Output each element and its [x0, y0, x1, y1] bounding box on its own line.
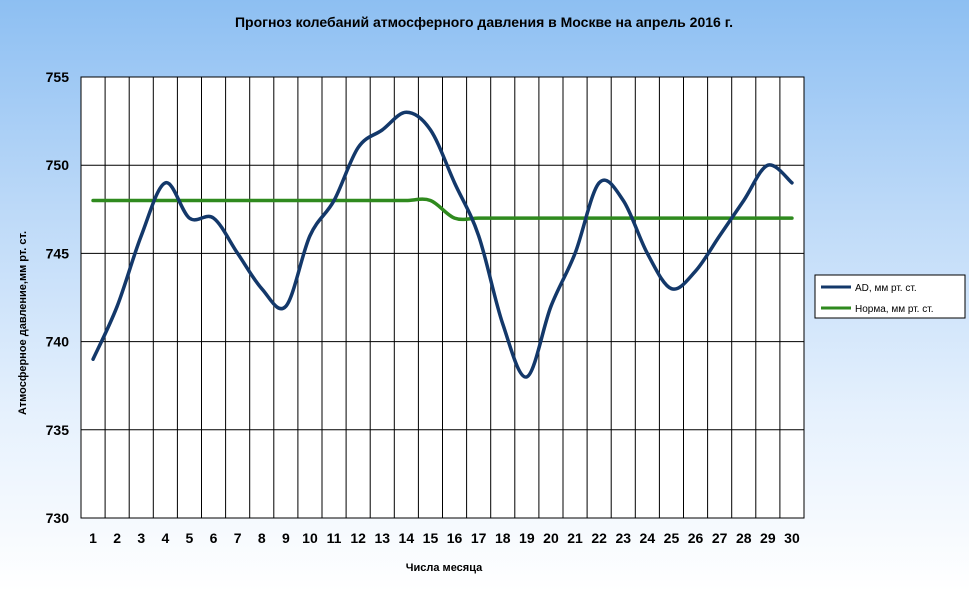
x-axis-label: Числа месяца [406, 562, 483, 574]
y-tick-label: 755 [46, 69, 70, 85]
series-line-1 [91, 197, 794, 222]
plot-border [80, 76, 805, 519]
x-tick-label: 25 [664, 530, 680, 546]
y-tick-labels: 730 735 740 745 750 755 [46, 69, 70, 526]
x-tick-label: 20 [543, 530, 559, 546]
x-tick-label: 18 [495, 530, 511, 546]
legend-label-norm: Норма, мм рт. ст. [855, 304, 934, 315]
x-tick-label: 1 [89, 530, 97, 546]
x-tick-label: 7 [234, 530, 242, 546]
x-tick-label: 14 [399, 530, 415, 546]
x-tick-labels: 1 2 3 4 5 6 7 8 9 10 11 12 13 14 15 16 17 18 19 20 21 22 23 24 2… [89, 530, 800, 546]
x-tick-label: 23 [615, 530, 631, 546]
x-tick-label: 8 [258, 530, 266, 546]
x-tick-label: 29 [760, 530, 776, 546]
x-tick-label: 11 [327, 530, 342, 546]
series-layer [91, 110, 794, 379]
x-tick-label: 15 [423, 530, 439, 546]
x-tick-label: 13 [374, 530, 390, 546]
x-tick-label: 28 [736, 530, 752, 546]
x-tick-label: 30 [784, 530, 800, 546]
y-tick-label: 730 [46, 510, 70, 526]
x-tick-label: 2 [113, 530, 121, 546]
x-tick-label: 4 [161, 530, 169, 546]
chart-title: Прогноз колебаний атмосферного давления … [235, 14, 733, 30]
x-tick-label: 17 [471, 530, 487, 546]
legend-label-ad: AD, мм рт. ст. [855, 283, 917, 294]
x-tick-label: 24 [640, 530, 656, 546]
y-tick-label: 745 [46, 245, 70, 261]
y-tick-label: 735 [46, 422, 70, 438]
legend: AD, мм рт. ст. Норма, мм рт. ст. [814, 274, 966, 319]
x-tick-label: 5 [186, 530, 194, 546]
y-axis-label: Атмосферное давление,мм рт. ст. [17, 231, 29, 415]
y-tick-label: 750 [46, 157, 70, 173]
x-tick-label: 26 [688, 530, 704, 546]
series-line-0 [91, 110, 794, 379]
legend-box [814, 274, 966, 319]
x-tick-label: 6 [210, 530, 218, 546]
x-tick-label: 10 [302, 530, 318, 546]
x-tick-label: 21 [567, 530, 583, 546]
x-tick-label: 9 [282, 530, 290, 546]
y-tick-label: 740 [46, 334, 70, 350]
grid-lines [80, 76, 805, 519]
x-tick-label: 16 [447, 530, 463, 546]
x-tick-label: 27 [712, 530, 728, 546]
x-tick-label: 3 [137, 530, 145, 546]
x-tick-label: 19 [519, 530, 535, 546]
x-tick-label: 22 [591, 530, 607, 546]
x-tick-label: 12 [350, 530, 366, 546]
